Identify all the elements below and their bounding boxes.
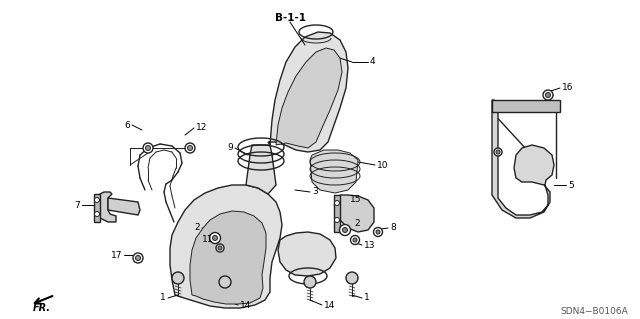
Text: 6: 6: [124, 121, 130, 130]
Text: 5: 5: [568, 181, 573, 189]
Text: 14: 14: [240, 300, 252, 309]
Text: 2: 2: [195, 224, 200, 233]
Text: 2: 2: [354, 219, 360, 228]
Circle shape: [376, 230, 380, 234]
Circle shape: [212, 235, 218, 241]
Circle shape: [496, 150, 500, 154]
Polygon shape: [170, 185, 282, 308]
Text: FR.: FR.: [33, 303, 51, 313]
Text: 13: 13: [364, 241, 376, 249]
Polygon shape: [278, 232, 336, 276]
Circle shape: [335, 218, 339, 222]
Circle shape: [209, 233, 221, 243]
Text: 11: 11: [202, 235, 213, 244]
Circle shape: [304, 276, 316, 288]
Polygon shape: [94, 194, 100, 222]
Circle shape: [136, 256, 141, 261]
Polygon shape: [340, 195, 374, 232]
Circle shape: [219, 276, 231, 288]
Polygon shape: [268, 32, 348, 152]
Polygon shape: [100, 192, 116, 222]
Circle shape: [185, 143, 195, 153]
Circle shape: [143, 143, 153, 153]
Text: 17: 17: [111, 250, 122, 259]
Polygon shape: [246, 145, 276, 194]
Text: 1: 1: [364, 293, 370, 302]
Circle shape: [95, 211, 99, 217]
Text: 15: 15: [350, 196, 362, 204]
Text: 10: 10: [377, 160, 388, 169]
Circle shape: [95, 197, 99, 203]
Text: 16: 16: [562, 84, 573, 93]
Circle shape: [494, 148, 502, 156]
Text: SDN4−B0106A: SDN4−B0106A: [560, 308, 628, 316]
Circle shape: [335, 201, 339, 205]
Polygon shape: [108, 198, 140, 215]
Polygon shape: [310, 150, 358, 193]
Circle shape: [216, 244, 224, 252]
Circle shape: [342, 227, 348, 233]
Text: 9: 9: [227, 144, 233, 152]
Circle shape: [172, 272, 184, 284]
Polygon shape: [276, 48, 342, 148]
Circle shape: [218, 246, 222, 250]
Polygon shape: [190, 211, 266, 304]
Text: 14: 14: [324, 300, 335, 309]
Text: B-1-1: B-1-1: [275, 13, 305, 23]
Text: 3: 3: [312, 188, 317, 197]
Polygon shape: [334, 195, 340, 232]
Circle shape: [545, 93, 550, 98]
Circle shape: [133, 253, 143, 263]
Circle shape: [353, 238, 357, 242]
Circle shape: [346, 272, 358, 284]
Circle shape: [339, 225, 351, 235]
Text: 12: 12: [196, 123, 207, 132]
Circle shape: [188, 145, 193, 151]
Circle shape: [145, 145, 150, 151]
Circle shape: [543, 90, 553, 100]
Text: 7: 7: [74, 201, 80, 210]
Polygon shape: [492, 100, 560, 112]
Text: 1: 1: [160, 293, 166, 302]
Circle shape: [351, 235, 360, 244]
Text: 8: 8: [390, 224, 396, 233]
Polygon shape: [492, 100, 554, 218]
Circle shape: [374, 227, 383, 236]
Text: 4: 4: [370, 57, 376, 66]
